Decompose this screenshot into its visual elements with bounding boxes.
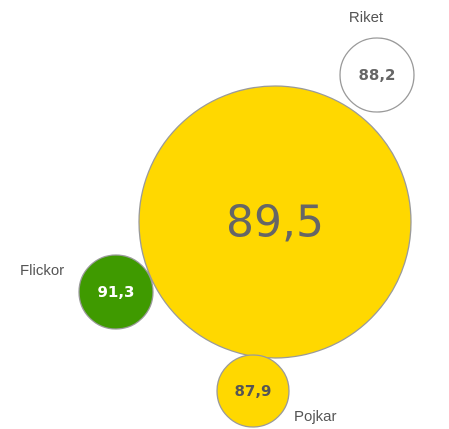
bubble-riket bbox=[339, 37, 415, 113]
bubble-label-pojkar: Pojkar bbox=[294, 408, 337, 425]
bubble-value-riket: 88,2 bbox=[358, 66, 395, 84]
bubble-flickor bbox=[78, 254, 154, 330]
bubble-value-total: 89,5 bbox=[226, 197, 324, 248]
bubble-label-riket: Riket bbox=[349, 9, 384, 26]
bubble-value-pojkar: 87,9 bbox=[234, 382, 271, 400]
bubble-pojkar bbox=[216, 354, 290, 428]
bubble-total bbox=[138, 85, 412, 359]
bubble-value-flickor: 91,3 bbox=[97, 283, 134, 301]
bubble-label-flickor: Flickor bbox=[20, 262, 64, 279]
